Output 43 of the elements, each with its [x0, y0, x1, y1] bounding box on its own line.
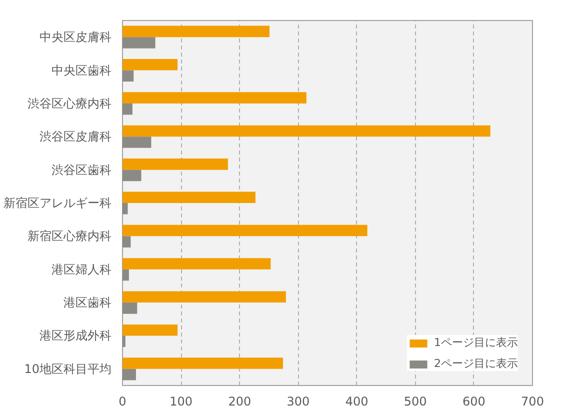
- bar: [122, 37, 156, 48]
- y-tick-label: 新宿区心療内科: [28, 229, 112, 244]
- x-tick-label: 300: [286, 394, 310, 408]
- bar: [122, 269, 129, 281]
- bar: [122, 136, 152, 148]
- bar: [122, 236, 131, 248]
- y-tick-label: 渋谷区心療内科: [28, 96, 112, 110]
- x-tick-label: 700: [521, 394, 544, 408]
- x-tick-label: 600: [462, 394, 486, 408]
- y-tick-label: 港区婦人科: [52, 262, 112, 276]
- bar: [122, 26, 270, 38]
- legend-label: 1ページ目に表示: [434, 335, 518, 350]
- bar: [122, 158, 228, 170]
- bar: [122, 224, 368, 236]
- y-tick-label: 中央区皮膚科: [40, 30, 112, 44]
- bar: [122, 192, 256, 203]
- bar: [122, 203, 128, 214]
- legend-label: 2ページ目に表示: [434, 356, 518, 371]
- y-tick-label: 10地区科目平均: [24, 362, 112, 376]
- y-tick-label: 新宿区アレルギー科: [4, 196, 112, 210]
- x-tick-label: 100: [170, 394, 193, 408]
- bar: [122, 291, 286, 303]
- bar: [122, 103, 132, 115]
- y-tick-label: 渋谷区皮膚科: [40, 130, 112, 144]
- y-tick-label: 港区形成外科: [40, 328, 112, 343]
- bar: [122, 368, 136, 380]
- bar: [122, 125, 490, 137]
- x-tick-label: 0: [118, 394, 126, 408]
- x-tick-label: 200: [228, 394, 252, 408]
- bar: [122, 170, 142, 182]
- bar: [122, 358, 283, 369]
- bar: [122, 324, 178, 336]
- bar: [122, 258, 271, 270]
- bar: [122, 58, 178, 70]
- y-tick-label: 中央区歯科: [52, 63, 112, 78]
- y-tick-label: 渋谷区歯科: [52, 162, 112, 177]
- x-tick-label: 500: [404, 394, 427, 408]
- y-tick-label: 港区歯科: [64, 296, 112, 310]
- bar: [122, 336, 126, 348]
- bar: [122, 92, 306, 104]
- x-tick-label: 400: [345, 394, 368, 408]
- bar: [122, 70, 134, 82]
- bar: [122, 302, 138, 314]
